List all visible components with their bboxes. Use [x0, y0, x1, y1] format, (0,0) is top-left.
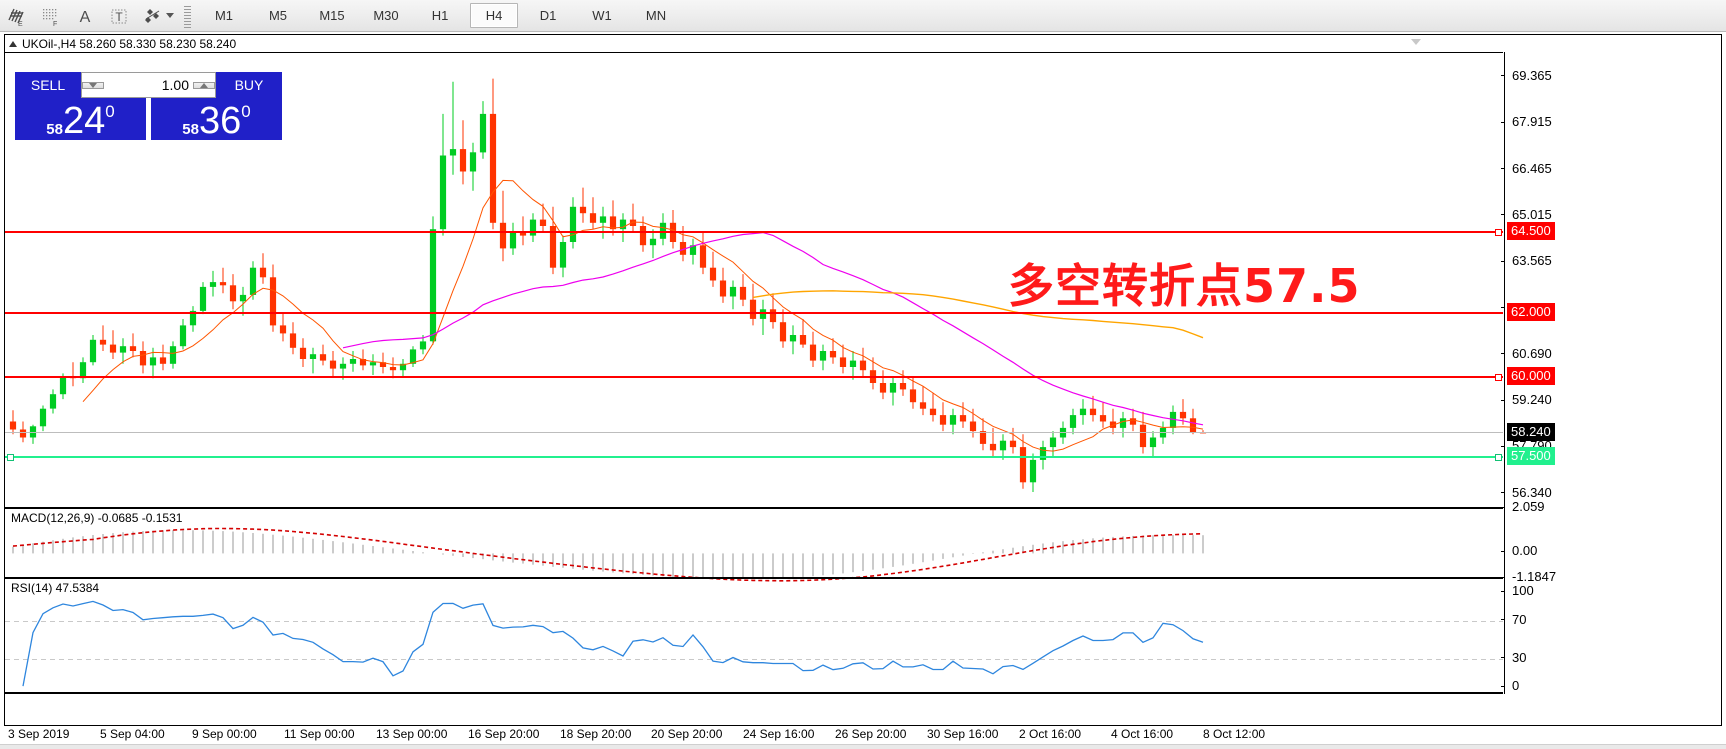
price-tick: 63.565	[1501, 253, 1552, 268]
timeframe-mn[interactable]: MN	[645, 8, 667, 23]
buy-button[interactable]: BUY	[216, 72, 282, 98]
chevron-down-icon	[89, 82, 97, 88]
trade-controls-row: SELL 1.00 BUY	[15, 72, 282, 98]
time-tick: 4 Oct 16:00	[1111, 727, 1174, 741]
timeframe-w1[interactable]: W1	[592, 8, 612, 23]
svg-text:F: F	[53, 21, 57, 27]
macd-series	[12, 527, 1204, 582]
status-bar	[0, 744, 1726, 749]
one-click-trading-panel[interactable]: SELL 1.00 BUY 58 24 0	[15, 72, 282, 140]
macd-tick: 2.059	[1501, 499, 1545, 514]
lot-size-field[interactable]: 1.00	[81, 72, 216, 98]
chart-expand-icon[interactable]	[9, 40, 17, 47]
text-icon[interactable]: A	[68, 1, 102, 30]
resistance-line-62000[interactable]	[5, 311, 1503, 314]
trade-prices-row: 58 24 0 58 36 0	[15, 98, 282, 140]
level-label-58240[interactable]: 58.240	[1507, 423, 1555, 441]
main-toolbar: E F A T	[0, 0, 1726, 32]
timeframe-d1[interactable]: D1	[539, 8, 557, 23]
sell-price-fraction: 0	[105, 102, 115, 121]
price-tick: 69.365	[1501, 68, 1552, 83]
svg-text:T: T	[115, 10, 123, 24]
buy-price-prefix: 58	[182, 121, 199, 138]
time-tick: 26 Sep 20:00	[835, 727, 907, 741]
price-tick: 66.465	[1501, 161, 1552, 176]
support-handle-60000[interactable]	[1495, 373, 1502, 381]
macd-pane[interactable]: MACD(12,26,9) -0.0685 -0.1531	[5, 507, 1503, 582]
timeframe-m1[interactable]: M1	[214, 8, 234, 23]
lot-size-value[interactable]: 1.00	[161, 77, 189, 93]
rsi-tick: 0	[1500, 678, 1519, 693]
price-tick: 56.340	[1501, 485, 1552, 500]
resistance-handle-64500[interactable]	[1495, 229, 1502, 237]
level-label-60000[interactable]: 60.000	[1507, 366, 1555, 385]
macd-tick: 0.00	[1500, 543, 1537, 558]
lot-decrement-button[interactable]	[82, 81, 104, 89]
grid-icon[interactable]: F	[34, 1, 68, 30]
time-axis: 3 Sep 2019 5 Sep 04:00 9 Sep 00:00 11 Sep 0…	[4, 727, 1722, 748]
chevron-up-icon	[200, 82, 208, 88]
level-label-57500[interactable]: 57.500	[1507, 446, 1555, 465]
time-tick: 11 Sep 00:00	[284, 727, 355, 741]
rsi-tick: 100	[1501, 583, 1534, 598]
sell-price-prefix: 58	[46, 121, 63, 138]
time-tick: 9 Sep 00:00	[192, 727, 257, 741]
time-tick: 3 Sep 2019	[8, 727, 70, 741]
lot-increment-button[interactable]	[193, 81, 215, 89]
rsi-pane[interactable]: RSI(14) 47.5384	[5, 577, 1503, 694]
chart-titlebar: UKOil-,H4 58.260 58.330 58.230 58.240	[5, 35, 1721, 52]
toolbar-grip[interactable]	[184, 3, 191, 28]
timeframe-m15[interactable]: M15	[319, 8, 345, 23]
buy-price-display[interactable]: 58 36 0	[151, 98, 282, 140]
time-tick: 18 Sep 20:00	[560, 727, 632, 741]
price-scale[interactable]: 69.36567.91566.46565.01563.56562.11560.6…	[1500, 52, 1721, 694]
pivot-handle-57500[interactable]	[1495, 453, 1502, 461]
rsi-series	[5, 600, 1503, 687]
last-price-line	[5, 432, 1503, 434]
timeframe-h4[interactable]: H4	[470, 3, 518, 28]
sell-price-big: 24	[62, 100, 106, 140]
text-label-icon[interactable]: T	[102, 1, 136, 30]
timeframe-m30[interactable]: M30	[373, 8, 399, 23]
sell-button[interactable]: SELL	[15, 72, 81, 98]
macd-label: MACD(12,26,9) -0.0685 -0.1531	[11, 511, 183, 525]
time-tick: 8 Oct 12:00	[1203, 727, 1266, 741]
price-tick: 65.015	[1501, 207, 1552, 222]
level-label-64500[interactable]: 64.500	[1507, 222, 1555, 241]
time-tick: 30 Sep 16:00	[927, 727, 999, 741]
time-tick: 2 Oct 16:00	[1019, 727, 1082, 741]
rsi-tick: 70	[1500, 612, 1526, 627]
annotation-text[interactable]: 多空转折点57.5	[1008, 259, 1361, 314]
macd-tick: -1.1847	[1500, 569, 1556, 584]
pivot-line-57500[interactable]	[5, 455, 1503, 458]
buy-price-big: 36	[198, 100, 242, 140]
time-tick: 24 Sep 16:00	[743, 727, 815, 741]
price-tick: 67.915	[1501, 114, 1552, 129]
sell-price-display[interactable]: 58 24 0	[15, 98, 146, 140]
price-tick: 59.240	[1501, 392, 1552, 407]
time-tick: 20 Sep 20:00	[651, 727, 723, 741]
price-tick: 60.690	[1501, 346, 1552, 361]
support-line-60000[interactable]	[5, 375, 1503, 378]
time-tick: 13 Sep 00:00	[376, 727, 448, 741]
rsi-tick: 30	[1500, 650, 1526, 665]
chart-title: UKOil-,H4 58.260 58.330 58.230 58.240	[22, 36, 237, 51]
objects-icon[interactable]	[136, 1, 170, 30]
pivot-handle-left[interactable]	[7, 453, 14, 461]
rsi-label: RSI(14) 47.5384	[11, 581, 100, 595]
chart-window: UKOil-,H4 58.260 58.330 58.230 58.240 多空…	[4, 34, 1722, 726]
level-label-62000[interactable]: 62.000	[1507, 302, 1555, 321]
time-tick: 5 Sep 04:00	[100, 727, 165, 741]
svg-text:A: A	[80, 9, 91, 26]
resistance-line-64500[interactable]	[5, 231, 1503, 234]
timeframe-m5[interactable]: M5	[268, 8, 288, 23]
time-tick: 16 Sep 20:00	[468, 727, 540, 741]
objects-dropdown-icon[interactable]	[166, 13, 174, 18]
timeframe-h1[interactable]: H1	[431, 8, 449, 23]
price-pane[interactable]: 多空转折点57.5 SELL 1.00 BUY 58	[5, 52, 1503, 507]
buy-price-fraction: 0	[241, 102, 251, 121]
indicators-icon[interactable]: E	[0, 1, 34, 30]
svg-text:E: E	[18, 21, 23, 27]
minimize-icon[interactable]	[1411, 39, 1421, 45]
